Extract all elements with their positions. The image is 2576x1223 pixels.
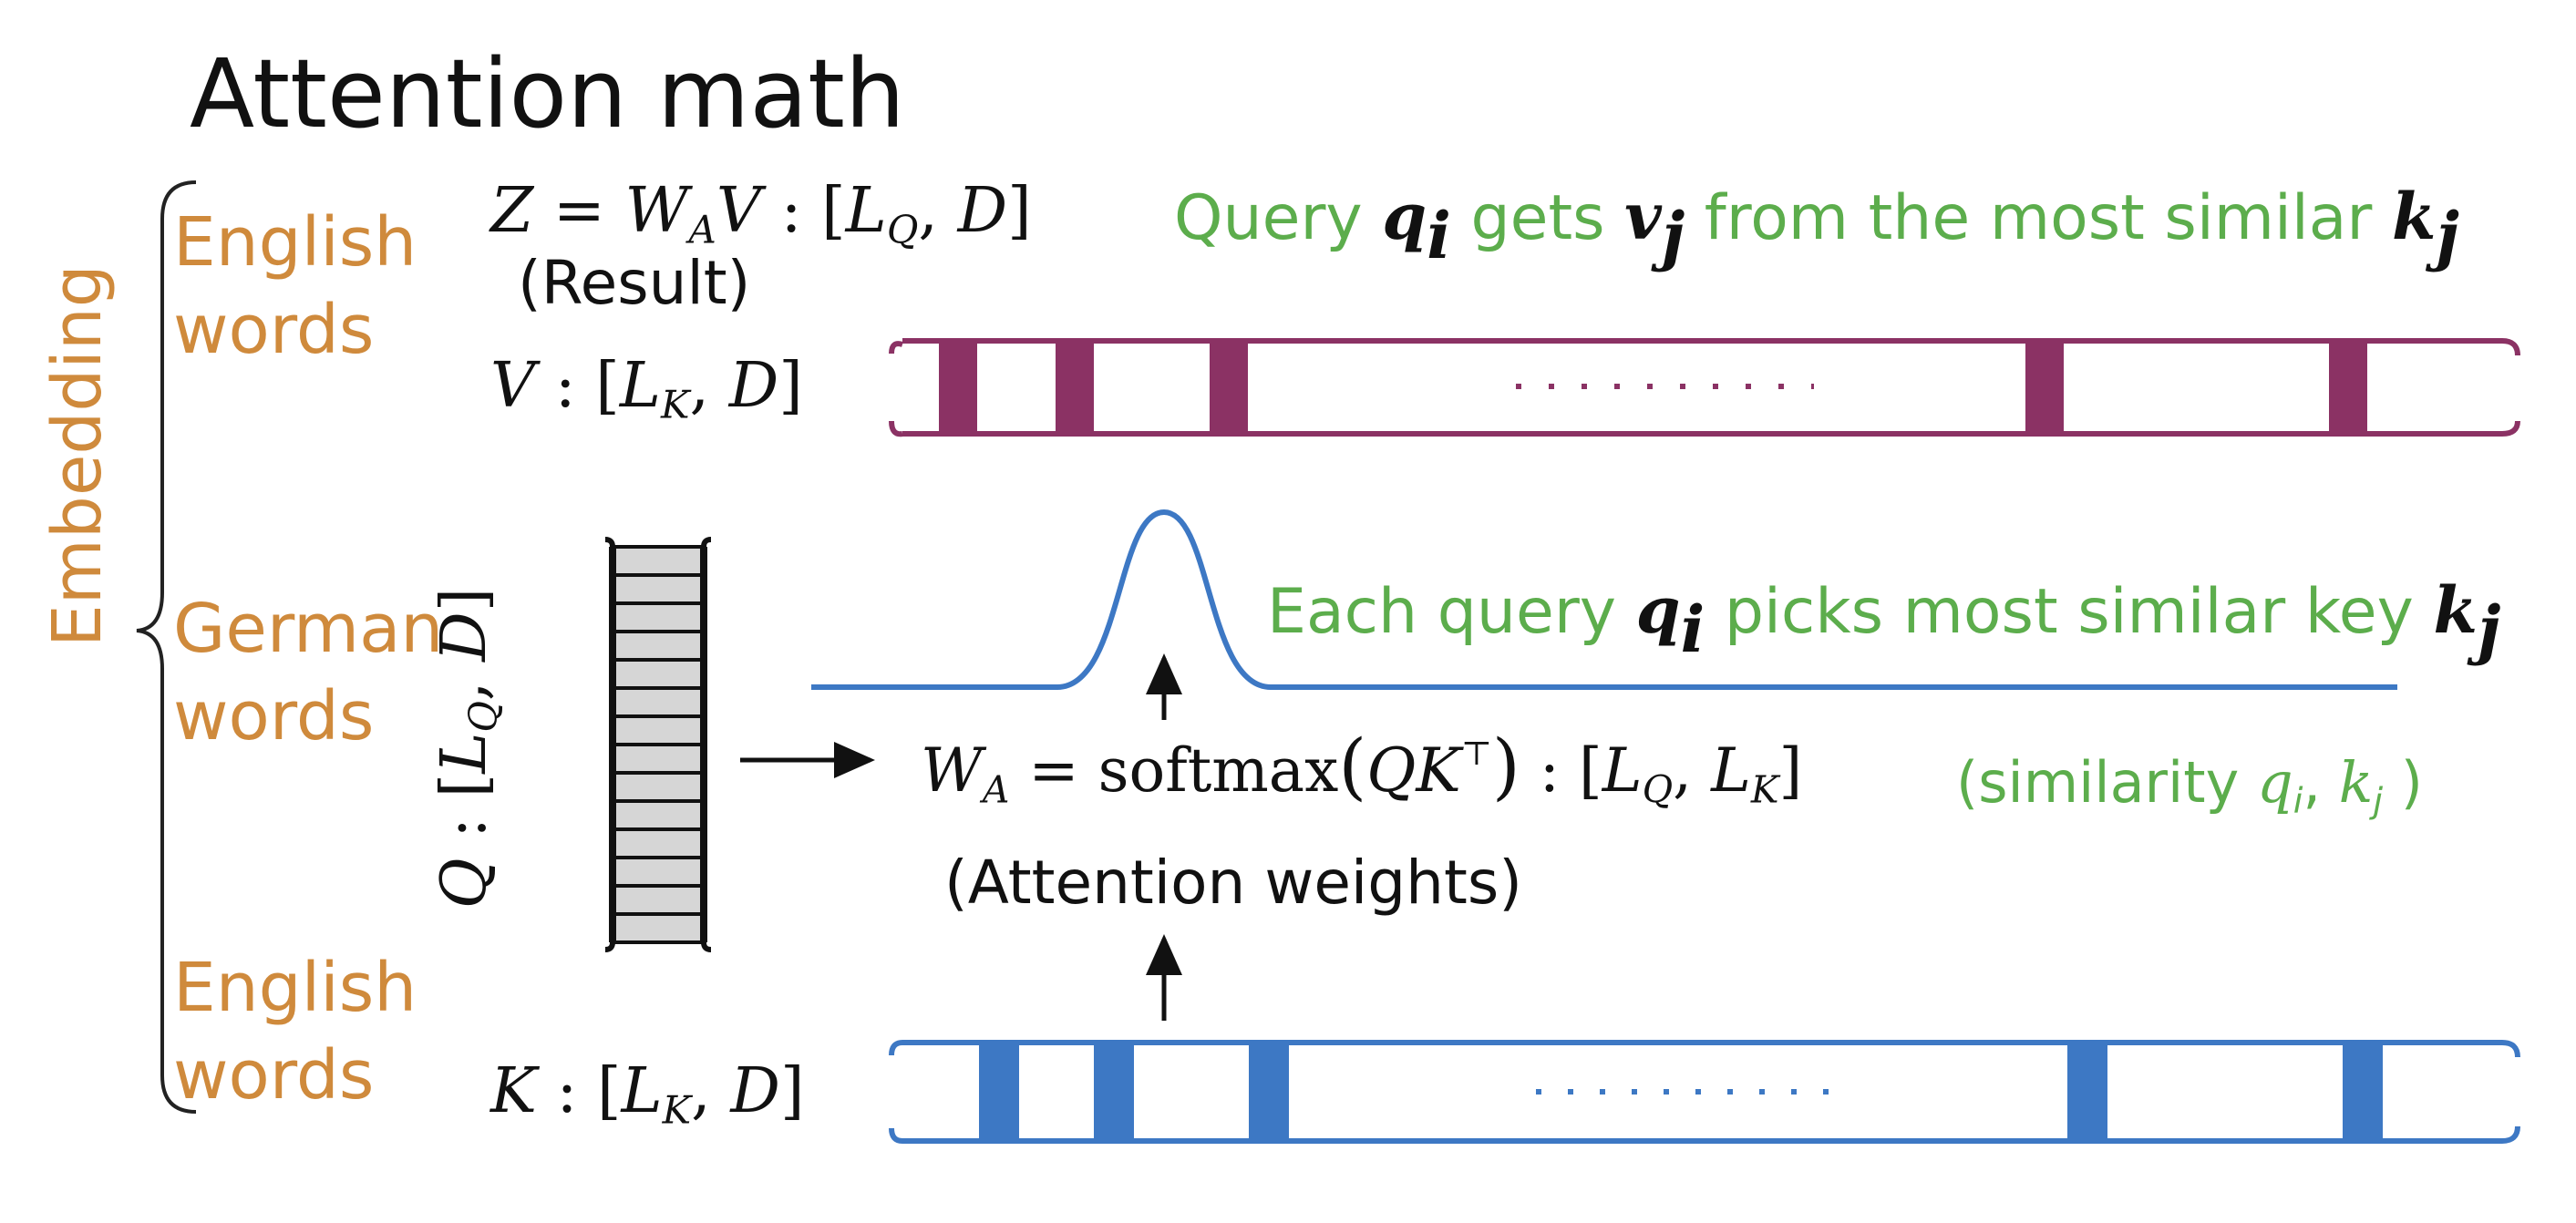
value-matrix-bar [889, 338, 2520, 437]
softmax-curve [811, 509, 2397, 690]
result-label: (Result) [518, 248, 751, 318]
value-equation: V : [LK, D] [490, 350, 803, 427]
query-matrix-stack [604, 537, 712, 952]
page-title: Attention math [190, 38, 905, 149]
value-column [1210, 341, 1248, 434]
query-equation: Q : [LQ, D] [428, 587, 506, 910]
value-column [1056, 341, 1094, 434]
annotation-query-picks-key: Each query qi picks most similar key kj [1267, 572, 2501, 667]
attention-weights-label: (Attention weights) [944, 848, 1522, 918]
annotation-query-gets-value: Query qi gets vj from the most similar k… [1174, 179, 2459, 273]
value-column [2025, 341, 2064, 434]
attention-weights-equation: WA = softmax(QK⊤) : [LQ, LK] [921, 724, 1803, 812]
key-column [2067, 1043, 2107, 1141]
key-column [1249, 1043, 1289, 1141]
english-words-bottom-label: English words [173, 949, 417, 1115]
embedding-brace [136, 180, 197, 1114]
key-equation: K : [LK, D] [490, 1055, 805, 1133]
value-column [939, 341, 977, 434]
annotation-similarity: (similarity qi, kj ) [1956, 749, 2423, 822]
key-column [2343, 1043, 2383, 1141]
embedding-label: Embedding [38, 264, 117, 647]
value-column [2329, 341, 2367, 434]
key-column [979, 1043, 1019, 1141]
german-words-label: German words [173, 590, 444, 755]
key-column [1094, 1043, 1134, 1141]
result-equation: Z = WAV : [LQ, D] [490, 175, 1032, 252]
english-words-top-label: English words [173, 203, 417, 369]
key-matrix-bar [889, 1040, 2520, 1144]
